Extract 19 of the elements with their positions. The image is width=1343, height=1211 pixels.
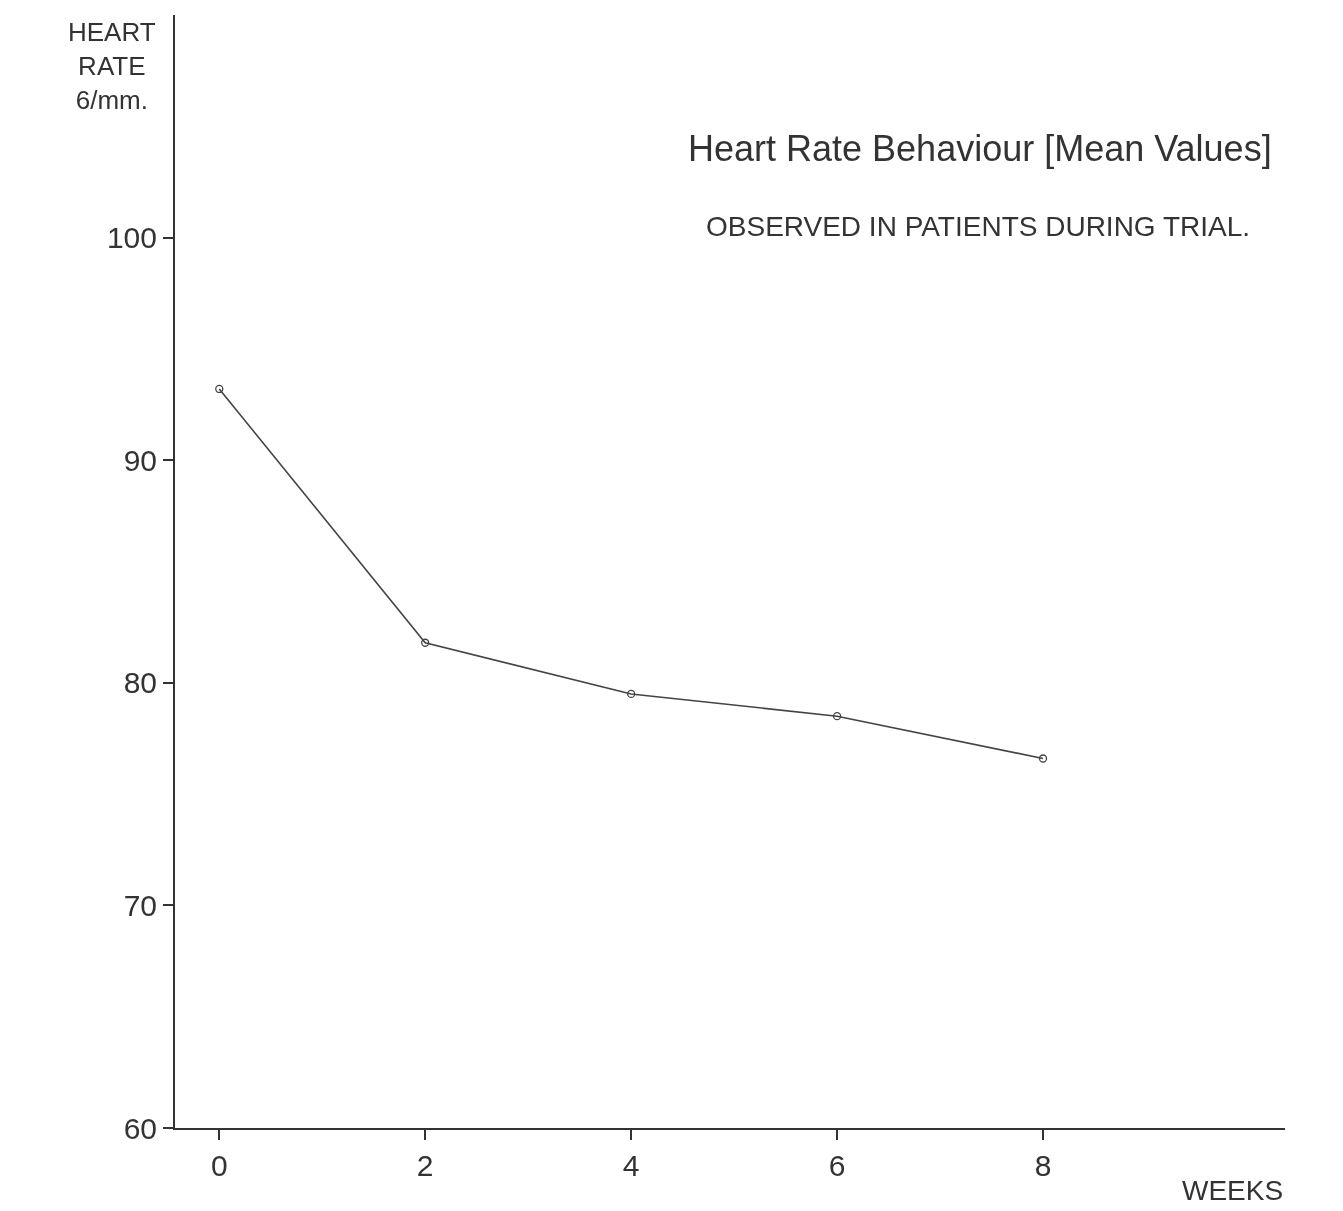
point <box>215 384 224 394</box>
x-tick-label: 6 <box>828 1149 846 1182</box>
y-tick-label: 100 <box>106 221 157 255</box>
x-axis-title: WEEKS <box>1182 1175 1284 1206</box>
x-tick-label: 2 <box>416 1149 434 1182</box>
point <box>832 712 842 721</box>
point <box>421 638 430 647</box>
text: Heart Rate Behaviour [Mean Values] <box>688 128 1272 169</box>
point <box>1038 754 1048 763</box>
y-tick-label: 70 <box>123 888 157 922</box>
y-tick-label: 80 <box>123 666 157 700</box>
y-tick-label: 60 <box>123 1111 157 1145</box>
y-axis-title: HEART RATE 6/mm. <box>68 17 156 115</box>
text: OBSERVED IN PATIENTS DURING TRIAL. <box>706 211 1251 242</box>
x-tick-label: 4 <box>622 1149 640 1182</box>
y-tick-label: 90 <box>123 443 157 477</box>
x-tick-label: 0 <box>210 1149 228 1182</box>
point <box>627 689 636 699</box>
x-tick-label: 8 <box>1034 1149 1052 1182</box>
